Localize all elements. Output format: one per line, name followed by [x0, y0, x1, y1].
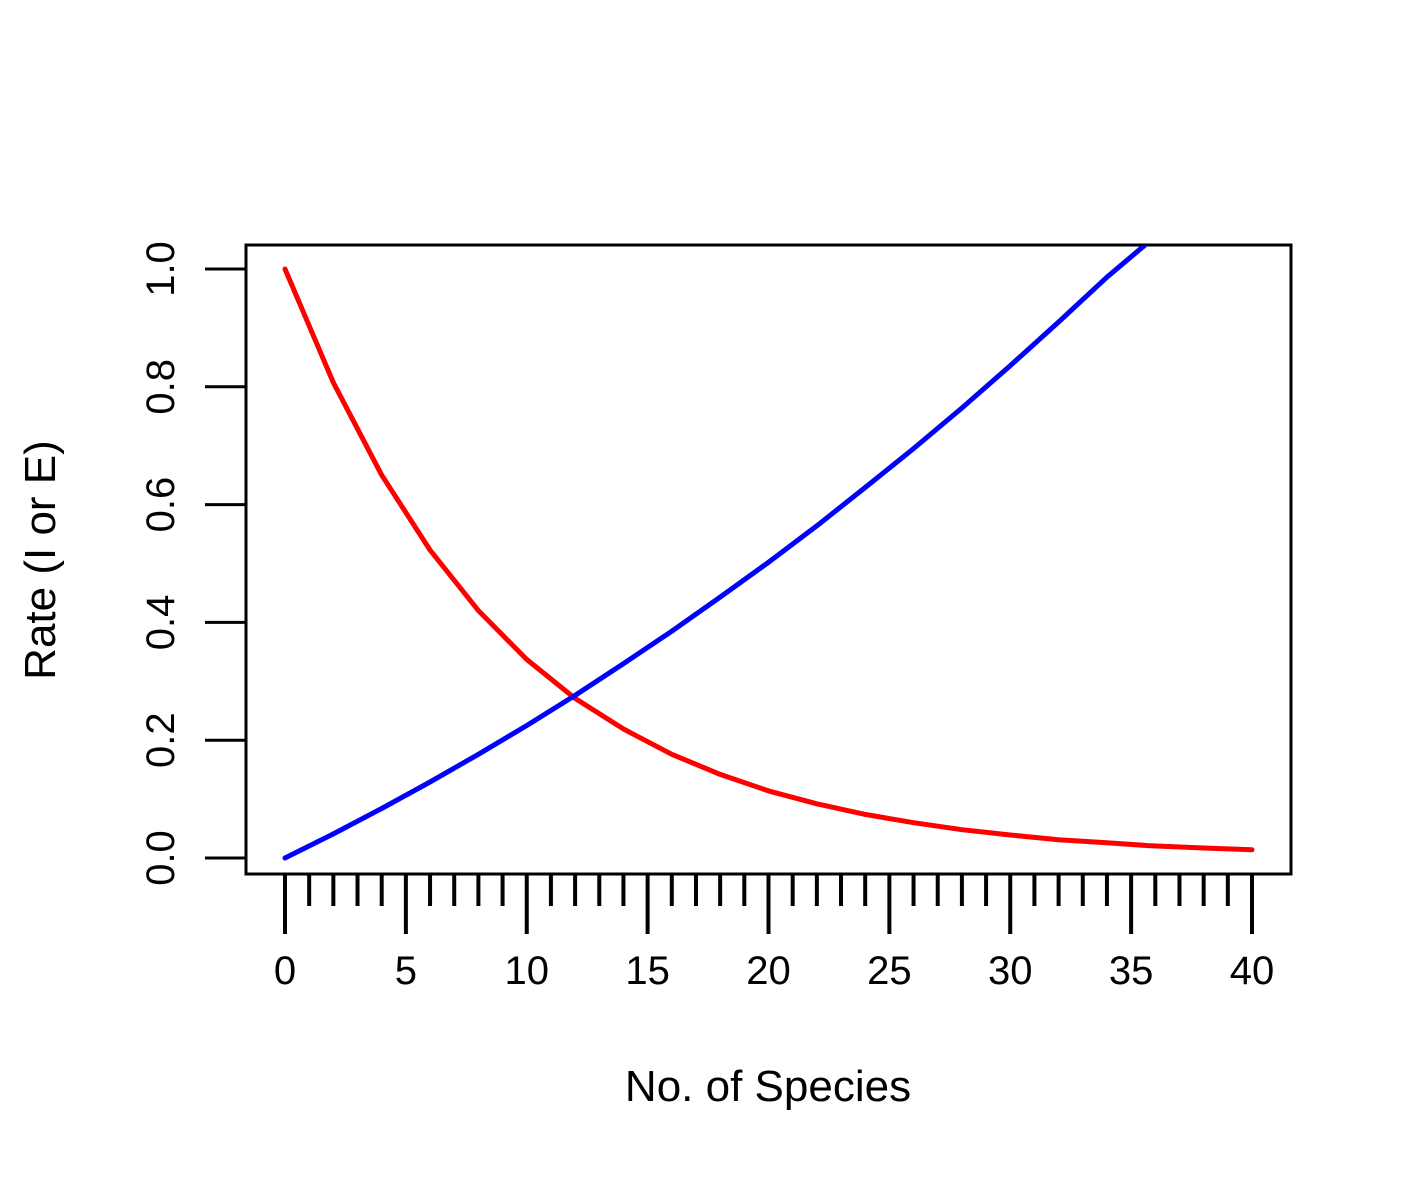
- y-tick-label: 1.0: [139, 241, 183, 297]
- x-tick-label: 30: [988, 949, 1033, 993]
- y-tick-label: 0.4: [139, 595, 183, 651]
- x-tick-label: 10: [505, 949, 550, 993]
- series-line-1: [282, 266, 1255, 853]
- x-tick-label: 25: [867, 949, 912, 993]
- y-axis-title: Rate (I or E): [16, 440, 65, 680]
- y-tick-label: 0.2: [139, 712, 183, 768]
- y-axis: 0.0 0.2 0.4 0.6 0.8 1.0: [139, 241, 248, 886]
- x-tick-label: 20: [746, 949, 791, 993]
- x-tick-label: 5: [395, 949, 417, 993]
- x-tick-label: 40: [1230, 949, 1275, 993]
- x-axis-title: No. of Species: [625, 1062, 911, 1111]
- x-tick-label: 15: [625, 949, 670, 993]
- series-layer: [282, 245, 1255, 861]
- y-tick-label: 0.0: [139, 830, 183, 886]
- y-tick-label: 0.6: [139, 477, 183, 533]
- x-tick-label: 35: [1109, 949, 1154, 993]
- y-tick-label: 0.8: [139, 359, 183, 415]
- x-axis: 0 5 10 15 20 25 30 35 40: [274, 872, 1275, 993]
- series-line-2: [282, 245, 1149, 861]
- x-tick-label: 0: [274, 949, 296, 993]
